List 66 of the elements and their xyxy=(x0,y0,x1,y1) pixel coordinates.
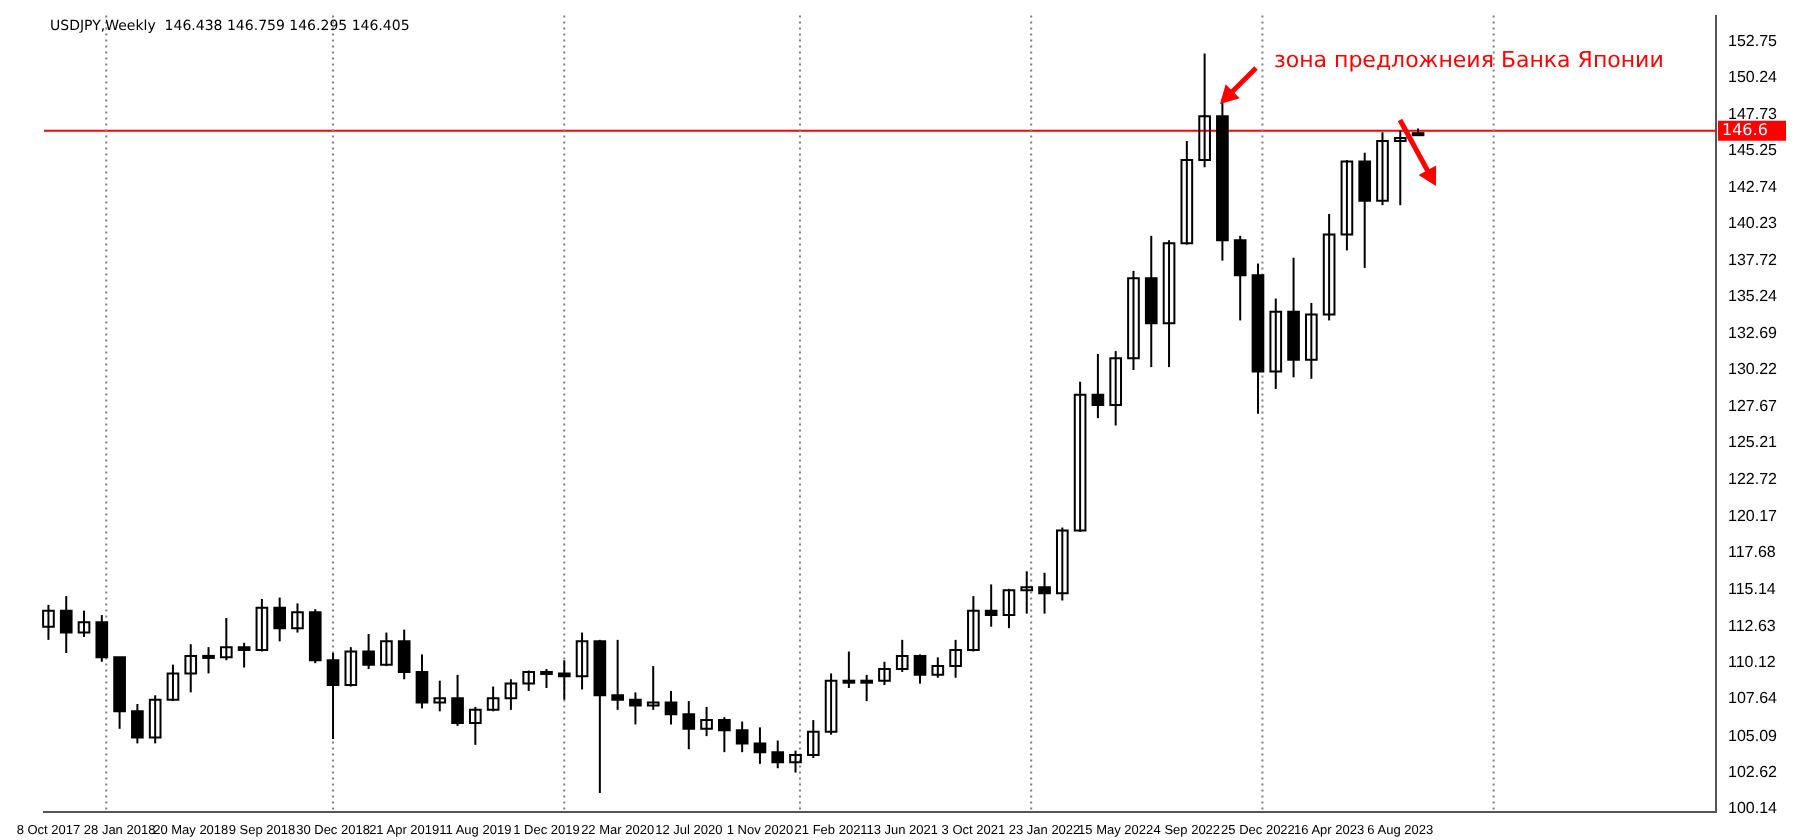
y-tick-label: 102.62 xyxy=(1728,762,1779,781)
y-tick-label: 122.72 xyxy=(1728,469,1779,488)
y-tick-label: 150.24 xyxy=(1728,68,1779,87)
candlestick xyxy=(1109,350,1123,427)
y-tick-label: 140.23 xyxy=(1728,214,1779,233)
candlestick xyxy=(1198,52,1211,169)
candlestick xyxy=(504,678,518,711)
candlestick xyxy=(824,672,838,736)
y-tick-label: 132.69 xyxy=(1728,324,1779,343)
candlestick xyxy=(1322,212,1336,322)
y-tick-label: 145.25 xyxy=(1728,140,1779,159)
y-tick-label: 110.12 xyxy=(1728,653,1777,672)
candlestick xyxy=(700,705,713,738)
y-tick-label: 107.64 xyxy=(1728,689,1779,708)
candlestick xyxy=(967,595,980,653)
candlestick xyxy=(219,616,233,662)
candlestick xyxy=(1269,297,1283,390)
candlestick xyxy=(148,694,162,745)
y-tick-label: 127.67 xyxy=(1728,397,1779,416)
candlestick xyxy=(1340,159,1354,252)
candlestick xyxy=(486,685,500,713)
y-tick-label: 130.22 xyxy=(1728,360,1779,379)
candlestick xyxy=(1162,239,1176,369)
candlestick xyxy=(806,719,820,759)
candlestick xyxy=(931,656,945,679)
candlestick xyxy=(1073,380,1087,533)
candlestick xyxy=(1055,526,1069,602)
candlestick xyxy=(433,679,447,713)
y-tick-label: 115.14 xyxy=(1728,580,1777,599)
y-tick-label: 152.75 xyxy=(1728,31,1779,50)
candlestick xyxy=(575,631,589,691)
candlestick xyxy=(166,663,180,703)
candlestick xyxy=(291,602,304,634)
y-tick-label: 137.72 xyxy=(1728,250,1779,269)
candlestick xyxy=(522,669,536,692)
y-tick-label: 117.68 xyxy=(1728,543,1777,562)
candlestick xyxy=(344,646,358,688)
candlestick xyxy=(1020,570,1034,615)
candlestick xyxy=(184,643,198,694)
candlestick xyxy=(895,638,909,673)
y-tick-label: 100.14 xyxy=(1728,798,1779,817)
candlestick xyxy=(878,660,891,687)
candlestick xyxy=(1376,131,1389,207)
candlestick xyxy=(1180,140,1194,246)
candlestick xyxy=(1393,129,1407,207)
candlestick xyxy=(469,705,482,746)
candlestick xyxy=(789,749,802,774)
candlestick xyxy=(1002,587,1016,630)
candlestick xyxy=(949,638,962,679)
y-tick-label: 135.24 xyxy=(1728,286,1779,305)
candlestick xyxy=(380,631,393,668)
y-tick-label: 112.63 xyxy=(1728,616,1777,635)
candlestick xyxy=(646,665,660,711)
ref-line-label: 146.6 xyxy=(1722,120,1768,139)
y-tick-label: 142.74 xyxy=(1728,177,1779,196)
y-tick-label: 105.09 xyxy=(1728,726,1779,745)
candlestick xyxy=(255,598,269,653)
annotation: зона предложнеия Банка Японии xyxy=(1273,46,1664,73)
candlestick xyxy=(77,609,91,638)
y-tick-label: 120.17 xyxy=(1728,506,1779,525)
candlestick xyxy=(1127,269,1140,372)
candlestick xyxy=(860,673,873,703)
candlestick xyxy=(42,603,55,641)
y-tick-label: 125.21 xyxy=(1728,433,1779,452)
y-tick-label: 147.73 xyxy=(1728,104,1779,123)
candlestick xyxy=(1305,301,1318,380)
